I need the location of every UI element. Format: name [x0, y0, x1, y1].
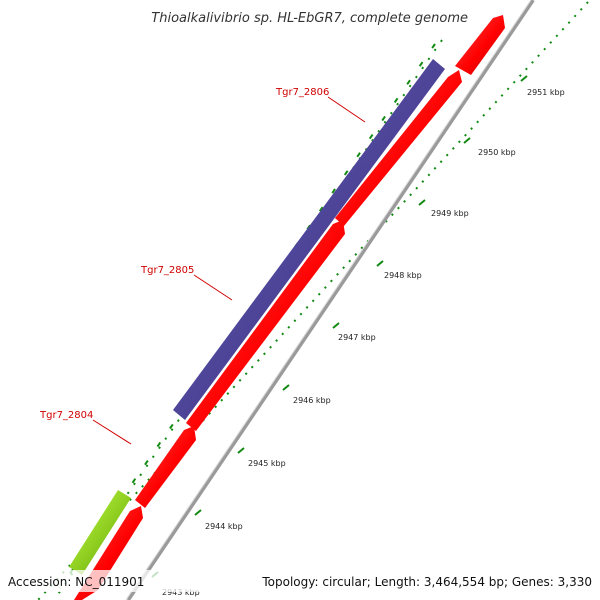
gene-label-tgr7-2804[interactable]: Tgr7_2804: [39, 410, 93, 421]
tick-mark: [376, 260, 384, 267]
cds-forward-tgr7-2804[interactable]: [135, 426, 196, 508]
gene-label-leader: [193, 274, 233, 301]
tick-mark: [332, 322, 340, 329]
kbp-tick-label: 2946 kbp: [293, 396, 331, 405]
tick-mark: [418, 199, 426, 206]
kbp-tick-label: 2949 kbp: [431, 209, 469, 218]
genome-backbone-highlight: [125, 0, 532, 600]
kbp-tick-label: 2951 kbp: [527, 88, 565, 97]
cds-forward-top[interactable]: [455, 15, 505, 75]
tick-mark: [520, 75, 528, 82]
footer-background: [0, 570, 600, 592]
kbp-tick-label: 2948 kbp: [384, 271, 422, 280]
accession-text: Accession: NC_011901: [8, 575, 144, 589]
tick-mark: [237, 447, 245, 454]
map-title: Thioalkalivibrio sp. HL-EbGR7, complete …: [151, 11, 468, 26]
genome-backbone: [126, 0, 535, 600]
inner-tick-track: [37, 1, 589, 600]
tick-mark: [463, 137, 471, 144]
kbp-tick-label: 2945 kbp: [248, 459, 286, 468]
feature-green[interactable]: [69, 490, 131, 575]
gene-label-leader: [92, 419, 132, 445]
tick-mark: [194, 509, 202, 516]
gene-label-tgr7-2805[interactable]: Tgr7_2805: [140, 265, 194, 276]
gene-label-leader: [327, 96, 366, 123]
cds-reverse-tgr7-2806[interactable]: [173, 59, 445, 420]
tick-mark: [282, 384, 290, 391]
inner-tick-dots: [37, 1, 589, 600]
kbp-tick-label: 2943 kbp: [162, 588, 200, 597]
cds-forward-tgr7-2806[interactable]: [335, 70, 462, 226]
cds-forward-tgr7-2805[interactable]: [186, 220, 345, 431]
kbp-tick-label: 2950 kbp: [478, 148, 516, 157]
topology-text: Topology: circular; Length: 3,464,554 bp…: [261, 575, 592, 589]
kbp-tick-label: 2947 kbp: [338, 333, 376, 342]
kbp-tick-label: 2944 kbp: [205, 522, 243, 531]
gene-label-tgr7-2806[interactable]: Tgr7_2806: [275, 87, 329, 98]
